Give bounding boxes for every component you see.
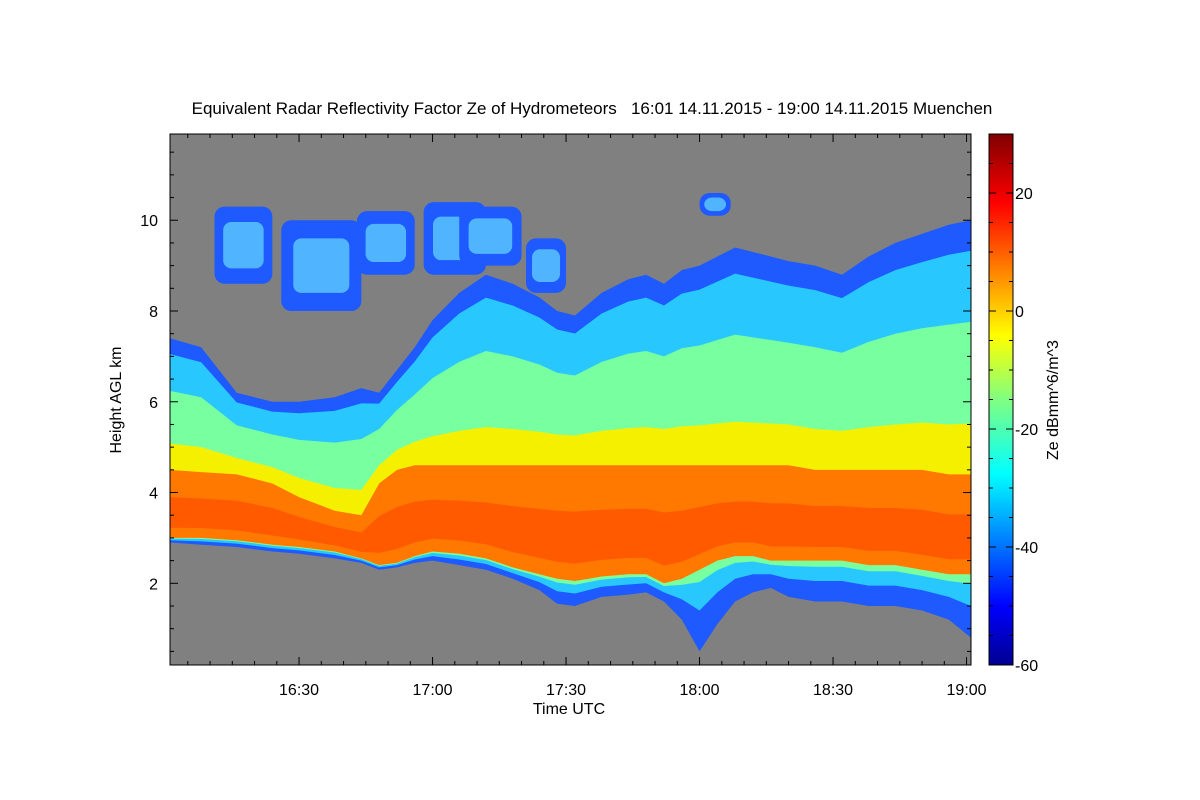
colorbar-axis: 20 0 -20 -40 -60 <box>989 163 1038 675</box>
x-tick-label: 19:00 <box>947 682 987 699</box>
colorbar-tick-label: -60 <box>1015 658 1038 675</box>
x-axis-label: Time UTC <box>533 701 605 718</box>
x-tick-label: 17:00 <box>413 682 453 699</box>
y-axis-label: Height AGL km <box>108 346 125 453</box>
y-tick-label: 8 <box>149 304 158 321</box>
y-tick-label: 10 <box>140 213 158 230</box>
colorbar-tick-label: -20 <box>1015 422 1038 439</box>
upper-cloud-patch-core-2 <box>365 223 407 262</box>
colorbar-tick-label: 20 <box>1015 186 1033 203</box>
x-tick-label: 17:30 <box>546 682 586 699</box>
upper-cloud-patch-core-4 <box>468 218 513 254</box>
upper-cloud-patch-core-5 <box>532 249 561 282</box>
chart-title: Equivalent Radar Reflectivity Factor Ze … <box>192 99 993 118</box>
colorbar-tick-label: -40 <box>1015 540 1038 557</box>
colorbar-label: Ze dBmm^6/m^3 <box>1045 340 1062 460</box>
y-tick-label: 6 <box>149 395 158 412</box>
x-tick-label: 16:30 <box>279 682 319 699</box>
x-tick-label: 18:00 <box>680 682 720 699</box>
y-tick-label: 4 <box>149 486 158 503</box>
upper-cloud-patch-core-0 <box>223 222 264 269</box>
bright-band-core <box>170 497 971 566</box>
y-tick-label: 2 <box>149 576 158 593</box>
upper-cloud-patch-core-1 <box>293 238 350 293</box>
upper-cloud-patch-core-6 <box>704 197 727 212</box>
axes: 16:30 17:00 17:30 18:00 18:30 19:00 2 4 6 8 10 <box>140 134 987 699</box>
plot-frame <box>169 133 972 666</box>
x-tick-label: 18:30 <box>813 682 853 699</box>
reflectivity-field <box>170 193 971 652</box>
colorbar-tick-label: 0 <box>1015 304 1024 321</box>
